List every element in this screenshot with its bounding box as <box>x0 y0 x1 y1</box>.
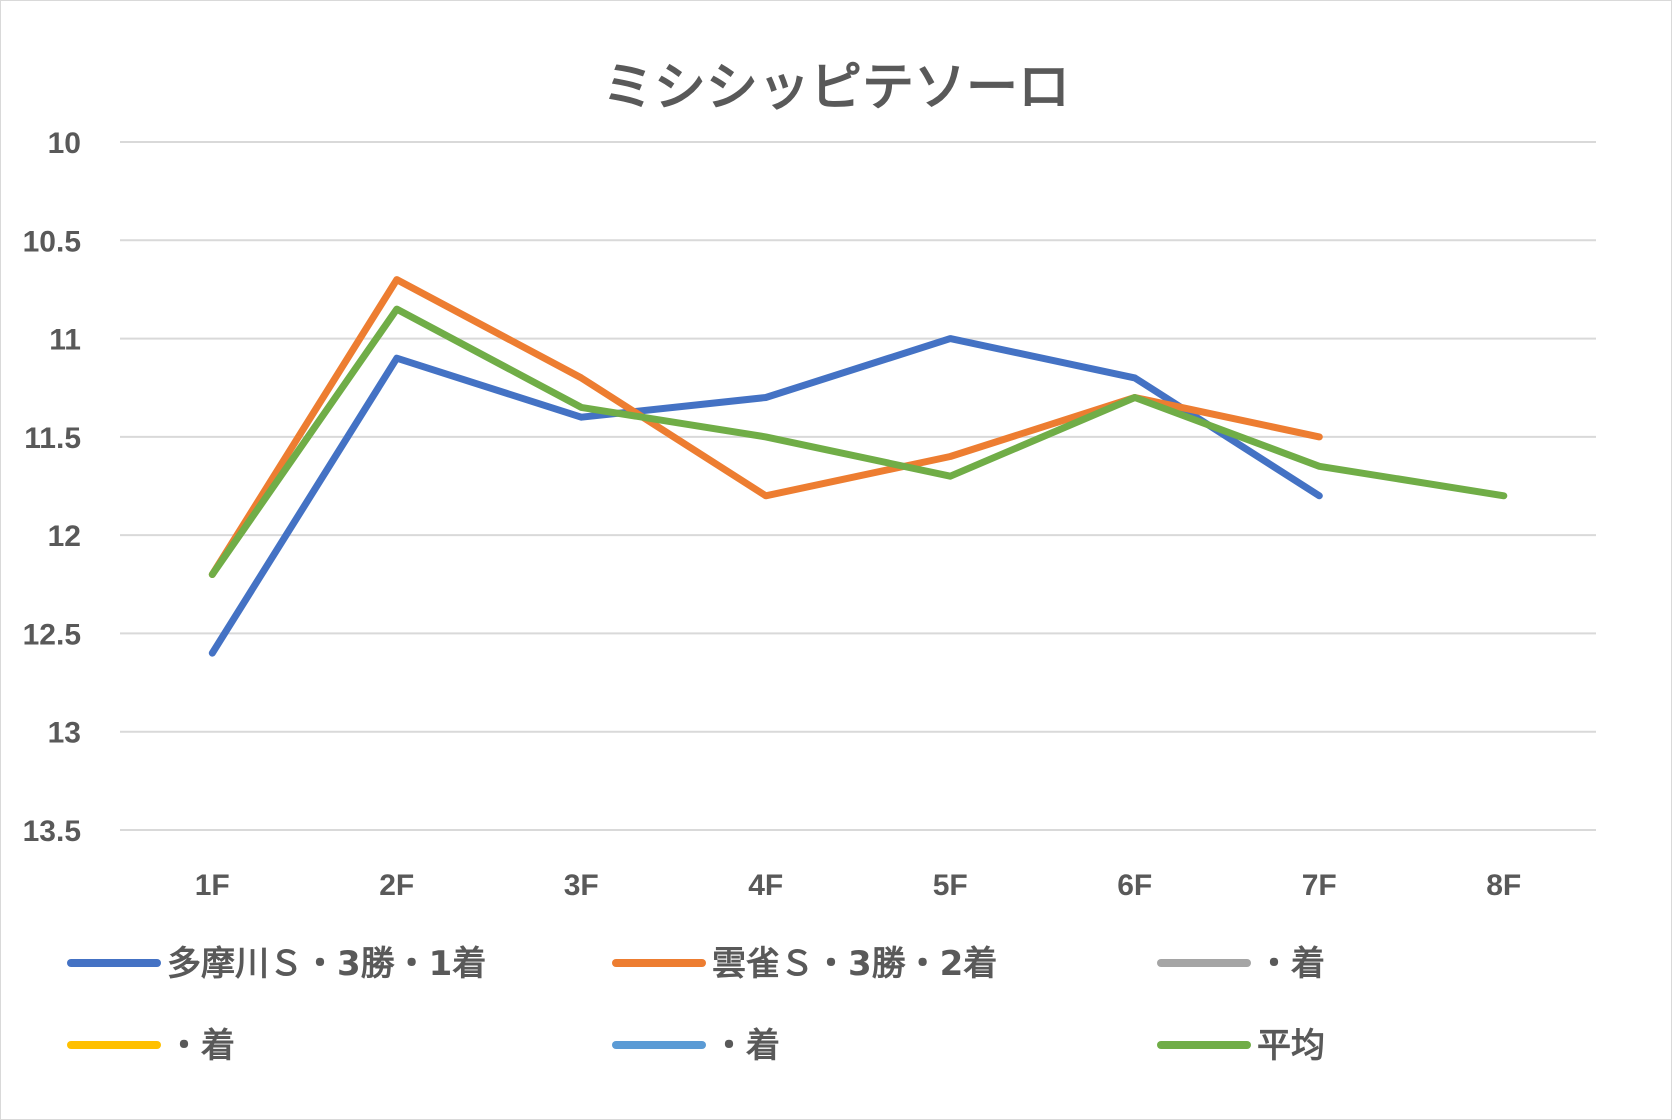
y-tick-label: 13 <box>48 717 81 750</box>
y-axis-ticks: 10 10.5 11 11.5 12 12.5 13 13.5 <box>23 127 81 848</box>
legend: 多摩川Ｓ・3勝・1着 雲雀Ｓ・3勝・2着 ・着・着 ・着 平均 <box>67 944 1325 1066</box>
legend-label: 平均 <box>1257 1026 1325 1066</box>
x-tick-label: 8F <box>1486 869 1521 902</box>
legend-label: 多摩川Ｓ・3勝・1着 <box>167 944 486 984</box>
y-tick-label: 12.5 <box>23 618 81 651</box>
x-tick-label: 3F <box>564 869 599 902</box>
legend-label: ・着 <box>167 1026 235 1066</box>
legend-item: ・着 <box>612 1026 780 1066</box>
y-tick-label: 12 <box>48 520 81 553</box>
chart-title: ミシシッピテソーロ <box>602 58 1070 118</box>
x-tick-label: 4F <box>748 869 783 902</box>
legend-label: 雲雀Ｓ・3勝・2着 <box>712 944 997 984</box>
x-axis-ticks: 1F 2F 3F 4F 5F 6F 7F 8F <box>195 869 1522 902</box>
x-tick-label: 1F <box>195 869 230 902</box>
series-line <box>208 305 1508 578</box>
series-lines <box>208 276 1508 657</box>
x-tick-label: 6F <box>1117 869 1152 902</box>
x-tick-label: 5F <box>933 869 968 902</box>
legend-item: ・着 <box>67 1026 235 1066</box>
x-tick-label: 2F <box>379 869 414 902</box>
series-line <box>208 276 1323 578</box>
legend-item: 雲雀Ｓ・3勝・2着 <box>612 944 997 984</box>
grid-lines <box>120 141 1596 831</box>
y-tick-label: 10.5 <box>23 225 81 258</box>
y-tick-label: 10 <box>48 127 81 160</box>
legend-item: ・着 <box>1157 944 1325 984</box>
legend-item: 平均 <box>1157 1026 1325 1066</box>
x-tick-label: 7F <box>1302 869 1337 902</box>
legend-label: ・着 <box>712 1026 780 1066</box>
y-tick-label: 11 <box>49 324 81 357</box>
legend-item: 多摩川Ｓ・3勝・1着 <box>67 944 486 984</box>
legend-label: ・着 <box>1257 944 1325 984</box>
y-tick-label: 11.5 <box>24 422 81 455</box>
series-line <box>208 335 1323 657</box>
y-tick-label: 13.5 <box>23 815 81 848</box>
